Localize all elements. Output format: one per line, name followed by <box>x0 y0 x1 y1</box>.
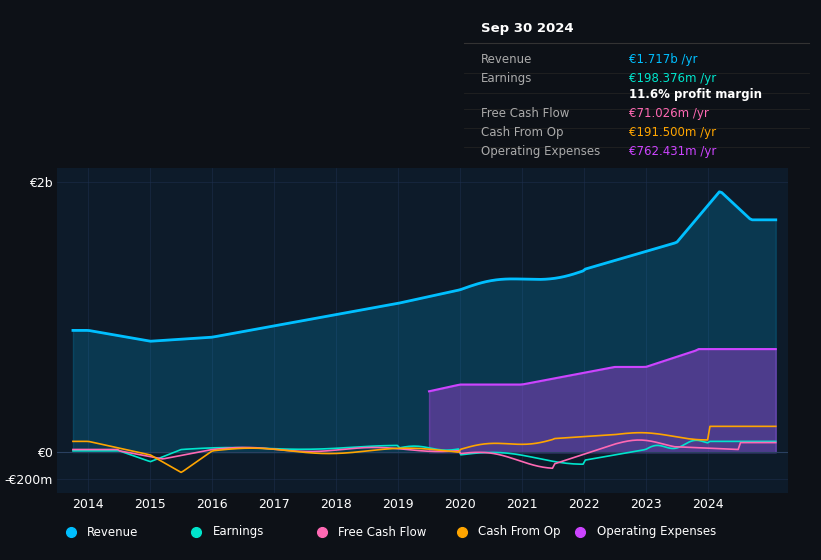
Text: Earnings: Earnings <box>481 72 533 85</box>
Text: €1.717b /yr: €1.717b /yr <box>630 53 698 66</box>
Text: Revenue: Revenue <box>481 53 533 66</box>
Text: €191.500m /yr: €191.500m /yr <box>630 126 717 139</box>
Text: €762.431m /yr: €762.431m /yr <box>630 145 717 158</box>
Text: Cash From Op: Cash From Op <box>479 525 561 539</box>
Text: Free Cash Flow: Free Cash Flow <box>338 525 426 539</box>
Text: 11.6% profit margin: 11.6% profit margin <box>630 88 763 101</box>
Text: Sep 30 2024: Sep 30 2024 <box>481 22 574 35</box>
Text: Cash From Op: Cash From Op <box>481 126 563 139</box>
Text: Operating Expenses: Operating Expenses <box>597 525 716 539</box>
Text: €198.376m /yr: €198.376m /yr <box>630 72 717 85</box>
Text: Revenue: Revenue <box>87 525 138 539</box>
Text: Earnings: Earnings <box>213 525 264 539</box>
Text: €71.026m /yr: €71.026m /yr <box>630 107 709 120</box>
Text: Free Cash Flow: Free Cash Flow <box>481 107 570 120</box>
Text: Operating Expenses: Operating Expenses <box>481 145 600 158</box>
